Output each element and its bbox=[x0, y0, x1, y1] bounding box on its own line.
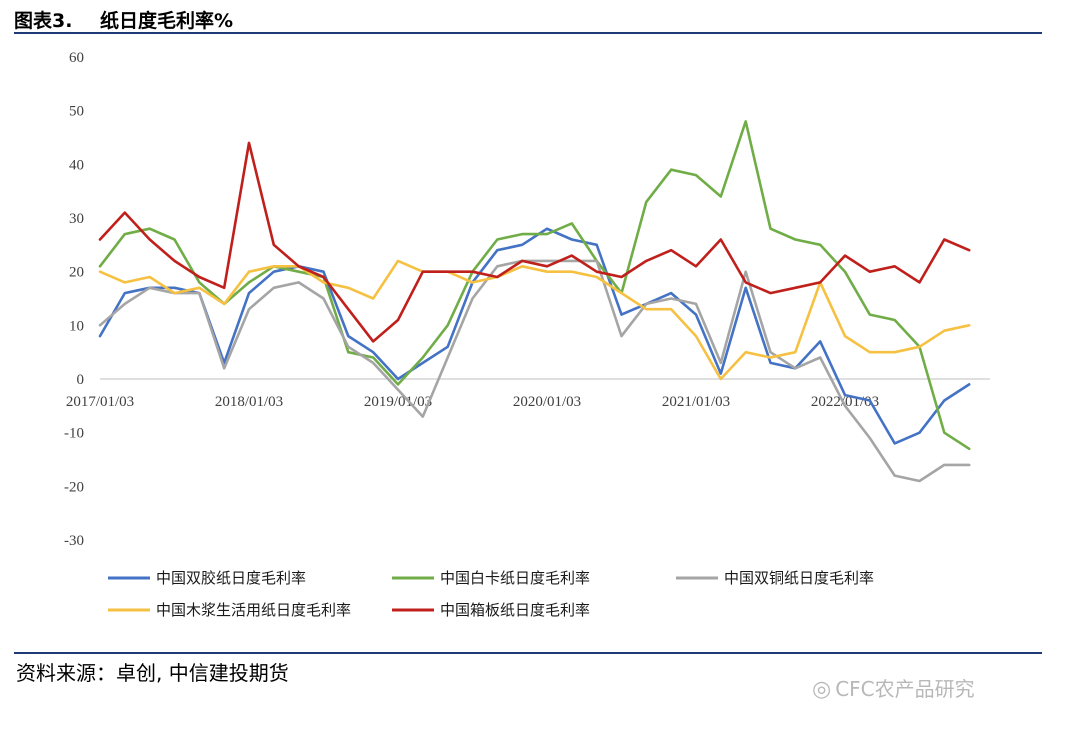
wechat-icon: ◎ bbox=[812, 677, 832, 702]
legend-label: 中国箱板纸日度毛利率 bbox=[440, 601, 590, 619]
y-tick-label: -10 bbox=[64, 426, 84, 442]
y-tick-label: 0 bbox=[77, 372, 85, 388]
plot-area bbox=[98, 120, 971, 483]
series-line-3 bbox=[98, 259, 971, 483]
legend-label: 中国白卡纸日度毛利率 bbox=[440, 569, 590, 587]
x-tick-label: 2019/01/03 bbox=[364, 394, 432, 410]
x-tick-label: 2018/01/03 bbox=[215, 394, 283, 410]
series-line-1 bbox=[98, 227, 971, 445]
y-tick-label: 50 bbox=[69, 104, 84, 120]
x-tick-label: 2020/01/03 bbox=[513, 394, 581, 410]
figure-header: 图表3. 纸日度毛利率% bbox=[14, 4, 1040, 34]
y-tick-label: 30 bbox=[69, 211, 84, 227]
x-tick-label: 2021/01/03 bbox=[662, 394, 730, 410]
legend-label: 中国双胶纸日度毛利率 bbox=[156, 569, 306, 587]
watermark-text: CFC农产品研究 bbox=[835, 677, 975, 701]
footer-divider bbox=[14, 652, 1042, 654]
series-line-4 bbox=[98, 259, 971, 381]
figure-title: 纸日度毛利率% bbox=[100, 10, 234, 32]
source-note: 资料来源：卓创, 中信建投期货 bbox=[16, 661, 289, 685]
header-divider bbox=[14, 32, 1042, 34]
y-axis: 60 50 40 30 20 10 0 -10 -20 -30 bbox=[64, 50, 84, 549]
y-tick-label: 20 bbox=[69, 265, 84, 281]
y-tick-label: -30 bbox=[64, 533, 84, 549]
x-axis: 2017/01/03 2018/01/03 2019/01/03 2020/01/03… bbox=[66, 378, 990, 410]
figure-label: 图表3. bbox=[14, 10, 73, 32]
legend-label: 中国双铜纸日度毛利率 bbox=[724, 569, 874, 587]
y-tick-label: 60 bbox=[69, 50, 84, 66]
y-tick-label: 10 bbox=[69, 318, 84, 334]
y-tick-label: -20 bbox=[64, 479, 84, 495]
legend-label: 中国木浆生活用纸日度毛利率 bbox=[156, 601, 351, 619]
y-tick-label: 40 bbox=[69, 157, 84, 173]
legend: 中国双胶纸日度毛利率 中国白卡纸日度毛利率 中国双铜纸日度毛利率中国木浆生活用纸日度… bbox=[108, 569, 874, 619]
watermark: ◎ CFC农产品研究 bbox=[812, 673, 975, 702]
x-tick-label: 2017/01/03 bbox=[66, 394, 134, 410]
series-line-5 bbox=[98, 141, 971, 343]
margin-line-chart: 60 50 40 30 20 10 0 -10 -20 -30 2017/01/03 2018/01… bbox=[64, 50, 990, 619]
series-line-2 bbox=[98, 120, 971, 451]
